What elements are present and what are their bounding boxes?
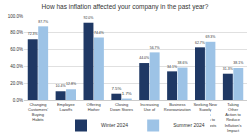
svg-text:How has inflation affected you: How has inflation affected your company … [42, 3, 209, 11]
svg-text:38.1%: 38.1% [233, 61, 243, 65]
svg-text:92.0%: 92.0% [83, 16, 93, 20]
svg-text:EmployeeLayoffs: EmployeeLayoffs [57, 102, 76, 112]
svg-text:44.0%: 44.0% [139, 56, 149, 60]
svg-text:0.0%: 0.0% [13, 98, 23, 103]
svg-text:40.0%: 40.0% [10, 64, 23, 69]
svg-text:69.3%: 69.3% [205, 35, 215, 39]
svg-text:80.0%: 80.0% [10, 30, 23, 35]
svg-text:38.6%: 38.6% [178, 61, 188, 65]
svg-text:12.8%: 12.8% [66, 82, 76, 86]
svg-text:Winter 2024: Winter 2024 [101, 122, 128, 128]
svg-text:34.1%: 34.1% [167, 65, 177, 69]
svg-text:20.0%: 20.0% [10, 81, 23, 86]
svg-text:31.3%: 31.3% [223, 67, 233, 71]
svg-text:60.0%: 60.0% [10, 47, 23, 52]
svg-text:Summer 2024: Summer 2024 [173, 122, 205, 128]
svg-text:BusinessReorganization: BusinessReorganization [164, 102, 191, 112]
svg-text:56.7%: 56.7% [150, 46, 160, 50]
svg-text:100.0%: 100.0% [8, 14, 23, 19]
svg-text:74.4%: 74.4% [94, 31, 104, 35]
svg-text:TakingOtherAction toReduceInfl: TakingOtherAction toReduceInflation'sImp… [225, 102, 242, 133]
svg-text:87.7%: 87.7% [38, 20, 48, 24]
svg-text:10.4%: 10.4% [56, 84, 66, 88]
svg-text:7.5%: 7.5% [111, 86, 121, 91]
svg-text:72.3%: 72.3% [28, 32, 38, 36]
svg-text:1.7%: 1.7% [122, 91, 132, 96]
svg-text:ChangingCustomers'BuyingHabits: ChangingCustomers'BuyingHabits [28, 102, 48, 123]
svg-text:62.7%: 62.7% [195, 41, 205, 45]
